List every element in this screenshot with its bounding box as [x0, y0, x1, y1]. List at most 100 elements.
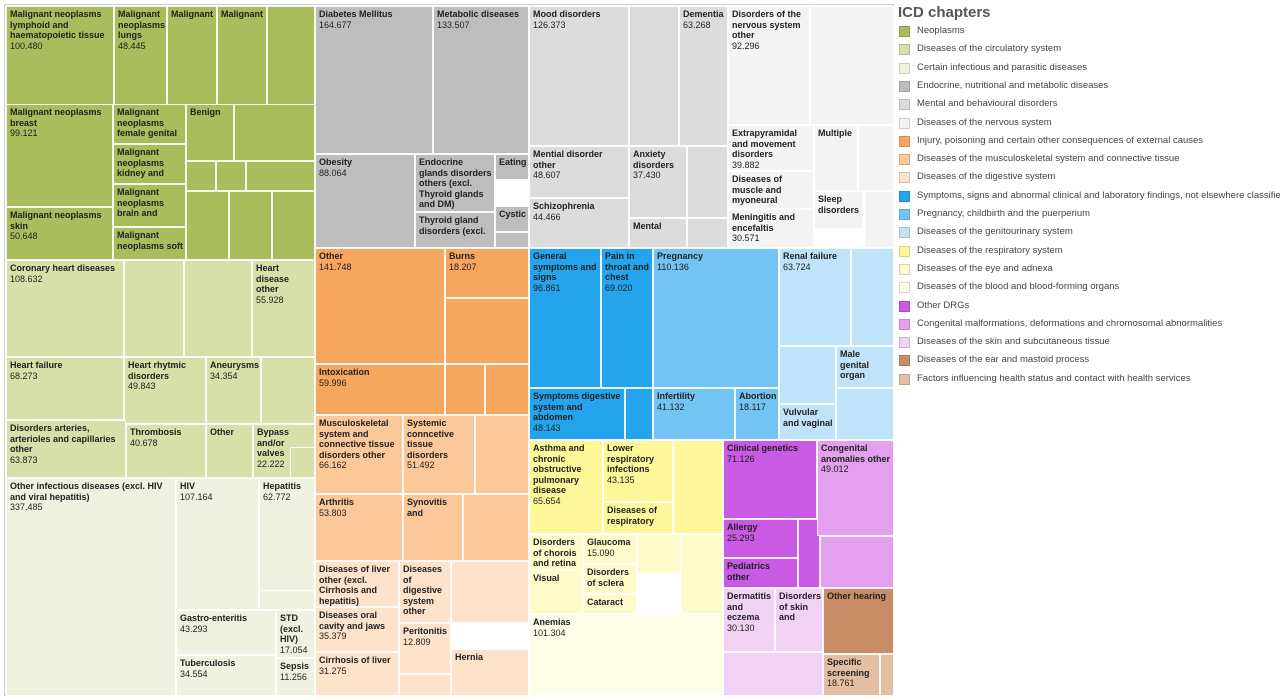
treemap-cell: Extrapyramidal and movement disorders 39.… — [728, 125, 814, 171]
treemap-cell: Malignant neoplasms soft — [113, 227, 186, 260]
legend-swatch — [899, 117, 910, 129]
cell-label: Thrombosis — [130, 427, 182, 437]
cell-label: Aneurysms — [210, 360, 260, 370]
cell-label: Meningitis and encefaltis — [732, 212, 795, 233]
treemap-cell: Meningitis and encefaltis 30.571 — [728, 209, 814, 248]
cell-value: 43.293 — [180, 623, 208, 634]
treemap-cell: Hepatitis 62.772 — [259, 478, 315, 610]
treemap-cell: Aneurysms 34.354 — [206, 357, 261, 424]
treemap-cell: Gastro-enteritis 43.293 — [176, 610, 276, 655]
treemap-cell: Diabetes Mellitus 164.677 — [315, 6, 433, 154]
legend-swatch — [899, 44, 910, 56]
legend-label: Mental and behavioural disorders — [917, 98, 1058, 110]
treemap-cell: Malignant neoplasms kidney and — [113, 144, 186, 184]
cell-label: Malignant — [171, 9, 213, 19]
cell-value: 65.654 — [533, 495, 561, 506]
cell-label: Vulvular and vaginal — [783, 407, 833, 428]
cell-value: 40.678 — [130, 437, 158, 448]
cell-value: 63.268 — [683, 19, 711, 30]
cell-value: 50.648 — [10, 231, 38, 241]
cell-label: Sepsis — [280, 661, 310, 671]
legend-label: Other DRGs — [917, 299, 970, 311]
legend-label: Symptoms, signs and abnormal clinical an… — [917, 189, 1280, 201]
cell-label: Mental — [633, 221, 662, 231]
cell-label: Other — [210, 427, 235, 437]
cell-label: General symptoms and signs — [533, 251, 597, 282]
cell-label: Pediatrics other — [727, 561, 771, 582]
legend-swatch — [899, 190, 910, 202]
legend-swatch — [899, 172, 910, 184]
treemap-cell — [272, 191, 315, 260]
treemap-cell: Asthma and chronic obstructive pulmonary… — [529, 440, 603, 534]
treemap-cell — [836, 388, 894, 440]
treemap-cell: HIV 107.164 — [176, 478, 259, 610]
treemap-cell — [687, 218, 728, 248]
legend-swatch — [899, 373, 910, 385]
cell-value: 49.843 — [128, 381, 156, 391]
treemap-cell: Diseases of muscle and myoneural — [728, 171, 814, 209]
legend-swatch — [899, 245, 910, 257]
cell-value: 37.430 — [633, 170, 661, 180]
cell-label: Disorders of the nervous system other — [732, 9, 802, 40]
legend-swatch — [899, 99, 910, 111]
treemap-cell — [216, 161, 246, 191]
legend-label: Diseases of the ear and mastoid process — [917, 354, 1090, 366]
treemap-cell: Heart rhytmic disorders 49.843 — [124, 357, 206, 424]
treemap-cell: Tuberculosis 34.554 — [176, 655, 276, 696]
cell-value: 68.273 — [10, 370, 38, 381]
treemap-cell — [629, 6, 679, 146]
treemap-cell: Pain in throat and chest 69.020 — [601, 248, 653, 388]
cell-label: Lower respiratory infections — [607, 443, 655, 474]
cell-label: Hepatitis — [263, 481, 302, 491]
treemap-cell: Cataract — [583, 594, 637, 614]
cell-label: Renal failure — [783, 251, 838, 261]
cell-label: Heart failure — [10, 360, 63, 370]
legend-swatch — [899, 154, 910, 166]
legend-swatch — [899, 26, 910, 37]
cell-value: 35.379 — [319, 631, 347, 641]
treemap-cell — [798, 519, 820, 588]
treemap-cell: Lower respiratory infections 43.135 — [603, 440, 673, 502]
cell-value: 164.677 — [319, 19, 352, 30]
cell-label: Pregnancy — [657, 251, 704, 261]
legend-swatch — [899, 227, 910, 239]
cell-label: Malignant neoplasms soft — [117, 230, 184, 251]
legend-label: Diseases of the musculoskeletal system a… — [917, 153, 1180, 165]
cell-label: Diseases of liver other (excl. Cirrhosis… — [319, 564, 391, 606]
cell-label: Musculoskeletal system and connective ti… — [319, 418, 395, 460]
legend-label: Diseases of the respiratory system — [917, 244, 1063, 256]
cell-label: Diseases oral cavity and jaws — [319, 610, 386, 631]
treemap-cell: Male genital organ — [836, 346, 894, 388]
treemap-cell — [681, 534, 723, 614]
treemap-cell: Burns 18.207 — [445, 248, 529, 298]
treemap-cell — [475, 415, 529, 494]
cell-value: 99.121 — [10, 128, 38, 138]
cell-label: Malignant neoplasms brain and — [117, 187, 165, 218]
cell-label: Thyroid gland disorders (excl. — [419, 215, 486, 236]
treemap-cell — [864, 191, 894, 248]
cell-value: 18.761 — [827, 678, 855, 688]
treemap-cell: Pediatrics other — [723, 558, 798, 588]
treemap-cell: Visual — [529, 570, 583, 614]
cell-label: Infertility — [657, 391, 696, 401]
legend-swatch — [899, 80, 910, 92]
legend-label: Diseases of the circulatory system — [917, 43, 1062, 55]
cell-value: 110.136 — [657, 261, 689, 272]
cell-value: 126.373 — [533, 19, 566, 30]
cell-value: 18.117 — [739, 401, 766, 412]
treemap-cell: Other — [206, 424, 253, 478]
treemap-cell: Malignant neoplasms female genital — [113, 104, 186, 144]
cell-label: Disorders of sclera — [587, 567, 630, 588]
cell-value: 15.090 — [587, 547, 615, 558]
treemap-cell: Allergy 25.293 — [723, 519, 798, 558]
cell-value: 337.485 — [10, 502, 43, 512]
cell-label: STD (excl. HIV) — [280, 613, 304, 644]
treemap-cell — [234, 104, 315, 161]
cell-label: Pain in throat and chest — [605, 251, 649, 282]
cell-value: 48.607 — [533, 170, 561, 180]
cell-label: Arthritis — [319, 497, 355, 507]
cell-value: 12.809 — [403, 636, 431, 647]
treemap-cell: Malignant neoplasms lymphoid and haemato… — [6, 6, 114, 109]
treemap-cell: Thyroid gland disorders (excl. — [415, 212, 495, 248]
legend: ICD chapters Neoplasms Diseases of the ci… — [898, 4, 1280, 396]
